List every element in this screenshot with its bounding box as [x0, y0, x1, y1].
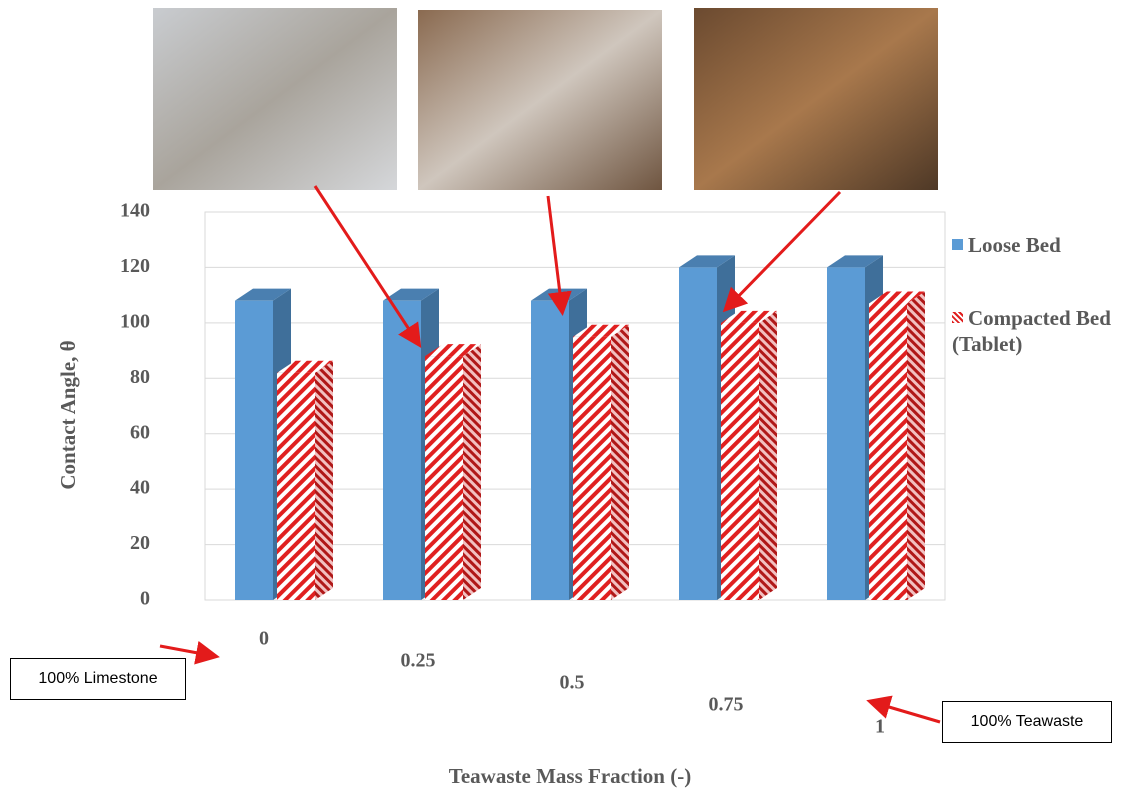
bar-front [573, 337, 611, 600]
bar-side [907, 291, 925, 600]
bar-front [425, 356, 463, 600]
bar-side [611, 325, 629, 600]
x-tick-label: 0 [259, 628, 269, 650]
bar-front [531, 301, 569, 600]
bar [573, 325, 629, 600]
arrow [160, 646, 214, 656]
legend-label: Compacted Bed (Tablet) [952, 306, 1111, 356]
bar-side [759, 311, 777, 600]
legend-swatch [952, 312, 963, 323]
y-axis-title: Contact Angle, θ [56, 340, 80, 489]
bar-front [679, 267, 717, 600]
bar [869, 291, 925, 600]
x-tick-label: 0.5 [560, 672, 585, 694]
legend-swatch [952, 239, 963, 250]
x-axis-title: Teawaste Mass Fraction (-) [449, 764, 691, 788]
bar-side [315, 361, 333, 600]
y-tick-label: 100 [120, 310, 150, 332]
annotation-box: 100% Limestone [10, 658, 186, 700]
photo [153, 8, 397, 190]
photo [694, 8, 938, 190]
legend-item: Loose Bed [952, 232, 1137, 258]
plot-area: 0 20 40 60 80 100 120 140 0 0.25 0.5 0.75 1 [120, 200, 945, 738]
bar-front [277, 373, 315, 600]
bar [277, 361, 333, 600]
x-tick-label: 1 [875, 716, 885, 738]
bar [425, 344, 481, 600]
bar-front [869, 303, 907, 600]
page: {"chart_data": {"type": "bar3d", "y_labe… [0, 0, 1142, 796]
y-tick-label: 40 [130, 477, 150, 499]
y-tick-label: 80 [130, 366, 150, 388]
x-tick-label: 0.25 [401, 650, 436, 672]
y-tick-label: 20 [130, 532, 150, 554]
bar-front [235, 301, 273, 600]
y-tick-label: 120 [120, 255, 150, 277]
bar-front [383, 301, 421, 600]
legend-label: Loose Bed [968, 233, 1061, 257]
photo [418, 10, 662, 190]
y-tick-label: 0 [140, 588, 150, 610]
x-tick-label: 0.75 [709, 694, 744, 716]
bar-front [827, 267, 865, 600]
legend-item: Compacted Bed (Tablet) [952, 305, 1137, 357]
bar-side [463, 344, 481, 600]
bar-front [721, 323, 759, 600]
y-tick-label: 60 [130, 421, 150, 443]
annotation-box: 100% Teawaste [942, 701, 1112, 743]
bar [721, 311, 777, 600]
y-tick-label: 140 [120, 200, 150, 222]
